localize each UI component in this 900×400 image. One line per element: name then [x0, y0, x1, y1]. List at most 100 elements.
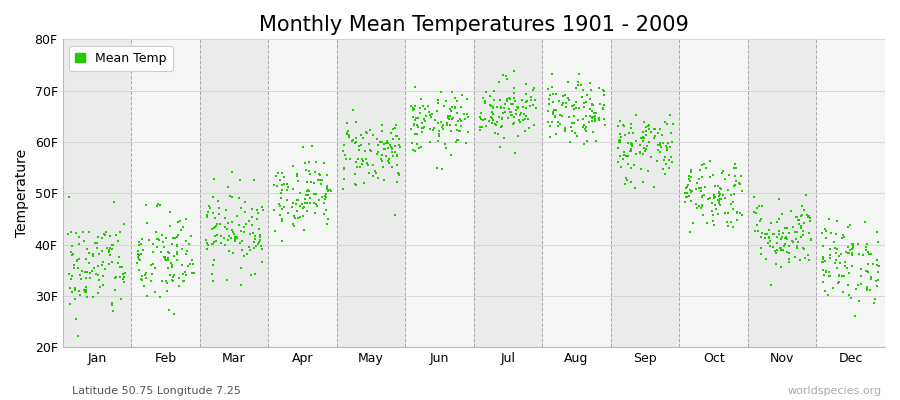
Point — [348, 182, 363, 188]
Point — [363, 127, 377, 134]
Point — [703, 194, 717, 201]
Point — [566, 120, 580, 126]
Point — [482, 102, 497, 108]
Point — [159, 235, 174, 241]
Point — [375, 127, 390, 134]
Point — [475, 117, 490, 123]
Point — [176, 262, 190, 268]
Point — [551, 123, 565, 130]
Point — [272, 200, 286, 207]
Point — [863, 287, 878, 294]
Point — [541, 86, 555, 92]
Point — [280, 196, 294, 203]
Point — [829, 250, 843, 256]
Point — [830, 245, 844, 252]
Point — [291, 196, 305, 203]
Point — [317, 160, 331, 166]
Point — [762, 242, 777, 249]
Point — [460, 128, 474, 135]
Point — [774, 236, 788, 242]
Point — [689, 201, 704, 207]
Point — [115, 275, 130, 282]
Point — [508, 94, 522, 101]
Point — [613, 118, 627, 124]
Point — [217, 234, 231, 241]
Point — [379, 152, 393, 159]
Point — [788, 236, 803, 242]
Point — [846, 243, 860, 250]
Point — [449, 98, 464, 104]
Point — [527, 97, 542, 103]
Point — [796, 232, 810, 238]
Point — [389, 122, 403, 128]
Point — [88, 240, 103, 247]
Point — [159, 288, 174, 294]
Point — [296, 204, 310, 210]
Point — [226, 249, 240, 256]
Point — [588, 118, 602, 124]
Point — [683, 178, 698, 184]
Point — [821, 292, 835, 298]
Point — [579, 128, 593, 134]
Point — [81, 250, 95, 256]
Point — [351, 156, 365, 162]
Point — [448, 105, 463, 111]
Point — [135, 236, 149, 242]
Point — [440, 120, 454, 126]
Point — [526, 121, 541, 128]
Point — [482, 92, 497, 99]
Point — [587, 114, 601, 120]
Point — [494, 114, 508, 121]
Point — [612, 138, 626, 145]
Point — [178, 216, 193, 222]
Point — [239, 251, 254, 258]
Point — [91, 234, 105, 240]
Point — [752, 218, 767, 224]
Point — [778, 234, 793, 241]
Point — [441, 115, 455, 121]
Point — [370, 151, 384, 158]
Point — [166, 274, 181, 280]
Point — [797, 255, 812, 261]
Point — [758, 231, 772, 237]
Point — [78, 256, 93, 262]
Point — [558, 128, 572, 134]
Point — [503, 109, 517, 116]
Point — [212, 220, 227, 227]
Point — [346, 136, 360, 143]
Point — [641, 122, 655, 129]
Point — [238, 221, 253, 228]
Point — [102, 261, 116, 267]
Point — [852, 298, 867, 304]
Point — [115, 264, 130, 270]
Point — [559, 100, 573, 106]
Point — [245, 222, 259, 228]
Point — [500, 98, 515, 104]
Point — [79, 289, 94, 296]
Point — [842, 247, 857, 254]
Point — [203, 205, 218, 211]
Point — [448, 95, 463, 101]
Point — [71, 332, 86, 339]
Point — [116, 279, 130, 286]
Point — [815, 255, 830, 262]
Point — [860, 247, 874, 253]
Point — [838, 259, 852, 265]
Point — [516, 104, 530, 110]
Point — [392, 136, 406, 142]
Point — [405, 107, 419, 113]
Point — [408, 148, 422, 154]
Point — [86, 294, 101, 300]
Point — [220, 220, 235, 227]
Point — [621, 139, 635, 146]
Point — [249, 216, 264, 222]
Point — [725, 224, 740, 230]
Point — [507, 85, 521, 92]
Point — [638, 147, 652, 154]
Point — [684, 198, 698, 204]
Point — [308, 169, 322, 176]
Point — [575, 94, 590, 100]
Point — [750, 222, 764, 228]
Point — [526, 102, 540, 108]
Point — [369, 136, 383, 142]
